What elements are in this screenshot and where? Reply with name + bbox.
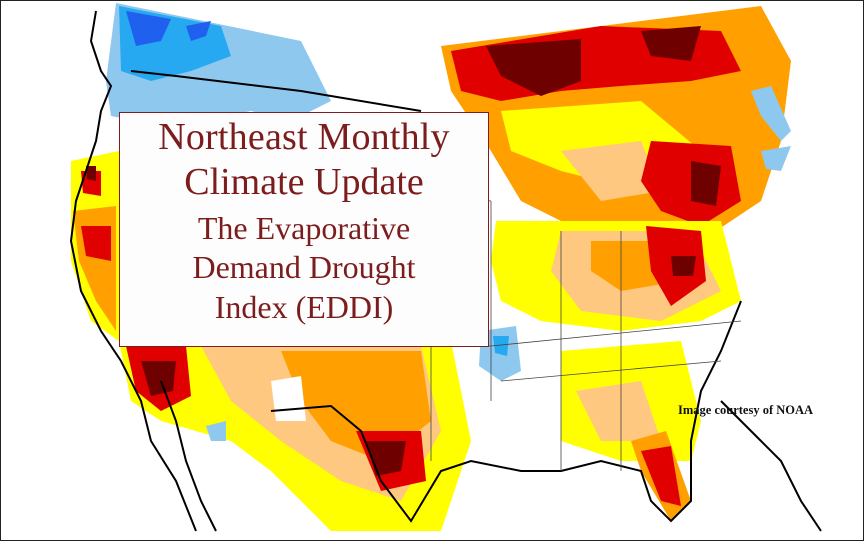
wet-region-northwest bbox=[96, 3, 331, 216]
image-credit: Image courtesy of NOAA bbox=[678, 403, 814, 417]
dry-region-southwest bbox=[119, 341, 471, 531]
dry-region-west-coast bbox=[71, 151, 119, 341]
title-line-1: Northeast Monthly bbox=[158, 116, 450, 158]
dry-region-ohio-valley bbox=[491, 221, 741, 331]
title-box: Northeast Monthly Climate Update The Eva… bbox=[119, 112, 489, 347]
coastlines bbox=[69, 10, 822, 532]
dry-region-northeast bbox=[441, 6, 791, 241]
subtitle-line-1: The Evaporative bbox=[197, 210, 411, 246]
subtitle-line-3: Index (EDDI) bbox=[214, 289, 394, 325]
dry-region-southeast bbox=[479, 326, 701, 521]
subtitle-line-2: Demand Drought bbox=[192, 249, 416, 285]
title-line-2: Climate Update bbox=[184, 161, 424, 203]
